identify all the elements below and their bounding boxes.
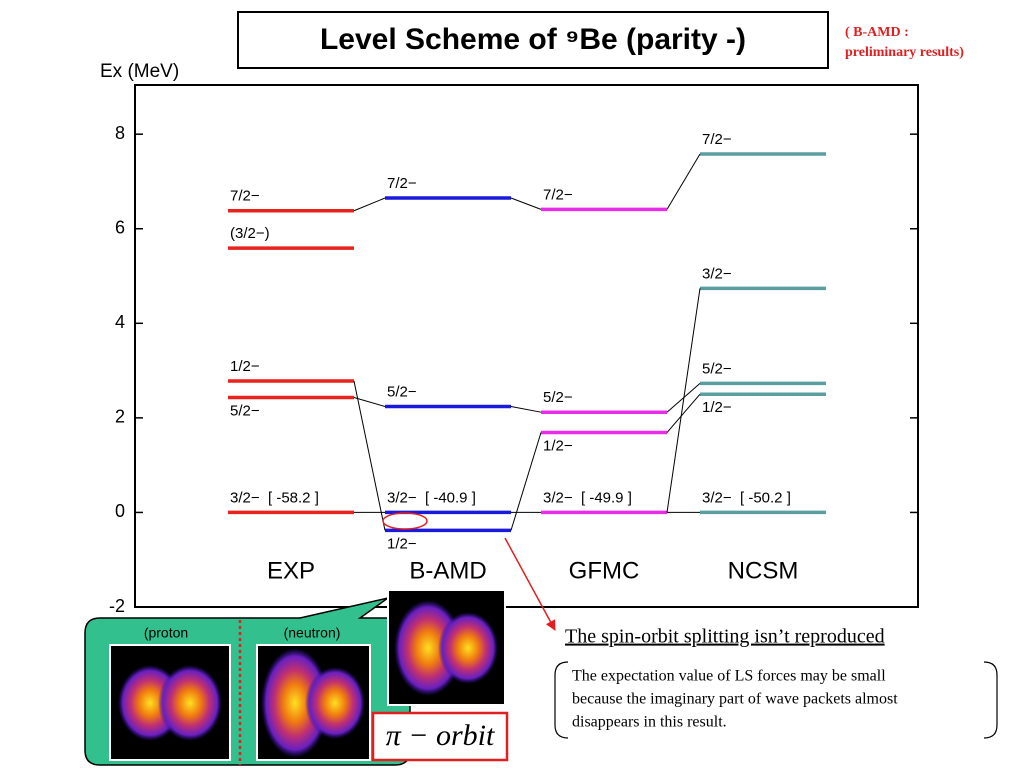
level-label: 7/2− (543, 186, 573, 203)
proton-density (109, 644, 231, 761)
binding-energy: [ -49.9 ] (581, 489, 632, 506)
level-label: 5/2− (702, 360, 732, 377)
level-label: 7/2− (230, 188, 260, 205)
arrow (504, 537, 556, 631)
comment-heading: The spin-orbit splitting isn’t reproduce… (565, 626, 885, 648)
y-tick-label: 6 (115, 217, 125, 237)
level-label: 5/2− (230, 403, 260, 420)
binding-energy: [ -40.9 ] (425, 489, 476, 506)
connector (353, 197, 386, 212)
level-label: 3/2− (543, 489, 573, 506)
comment-line: The expectation value of LS forces may b… (572, 668, 886, 685)
level-label: 3/2− (387, 489, 417, 506)
connector (666, 288, 701, 513)
y-axis-label: Ex (MeV) (100, 61, 179, 82)
column-name: NCSM (728, 557, 799, 584)
plot-frame (134, 84, 919, 608)
bracket-left (554, 661, 569, 739)
note: ( B-AMD : (845, 25, 909, 40)
column-name: EXP (267, 557, 315, 584)
orbit-label: π − orbit (386, 719, 495, 752)
y-tick-label: -2 (109, 596, 125, 616)
chart: -2 0 2 4 6 8 EXP 3/2− [ -58.2 ] 5/2− 1/2− (3/2−) 7/2… (109, 123, 918, 616)
level-label: 7/2− (387, 175, 417, 192)
level-label: 3/2− (702, 489, 732, 506)
comment-line: disappears in this result. (572, 714, 727, 731)
title-box (237, 11, 829, 69)
level-label: 1/2− (230, 358, 260, 375)
level-label: 7/2− (702, 131, 732, 148)
y-tick-label: 2 (115, 407, 125, 427)
connector (353, 397, 386, 408)
connector (353, 380, 386, 531)
level-label: 5/2− (387, 383, 417, 400)
title: Level Scheme of ⁹Be (parity -) (320, 23, 746, 56)
level-label: (3/2−) (230, 225, 270, 242)
connector (510, 197, 542, 210)
y-tick-label: 4 (115, 312, 125, 332)
connector (510, 406, 542, 413)
note: preliminary results) (845, 45, 964, 60)
bracket-right (983, 661, 998, 739)
connector (666, 393, 701, 433)
level-label: 3/2− (702, 265, 732, 282)
binding-energy: [ -58.2 ] (268, 489, 319, 506)
neutron-density (256, 644, 371, 761)
level-label: 1/2− (702, 399, 732, 416)
connector (510, 432, 542, 531)
level-label: 1/2− (543, 437, 573, 454)
neutron-label: (neutron) (284, 625, 341, 641)
y-tick-label: 8 (115, 123, 125, 143)
highlight (382, 512, 428, 530)
column-name: GFMC (569, 557, 640, 584)
level-label: 1/2− (387, 535, 417, 552)
proton-label: (proton (144, 625, 188, 641)
column-name: B-AMD (409, 557, 486, 584)
comment-line: because the imaginary part of wave packe… (572, 691, 898, 708)
binding-energy: [ -50.2 ] (740, 489, 791, 506)
level-label: 5/2− (543, 389, 573, 406)
orbit-box (371, 711, 509, 762)
level-label: 3/2− (230, 489, 260, 506)
connector (666, 153, 701, 210)
y-tick-label: 0 (115, 501, 125, 521)
bamd-density (387, 589, 506, 706)
